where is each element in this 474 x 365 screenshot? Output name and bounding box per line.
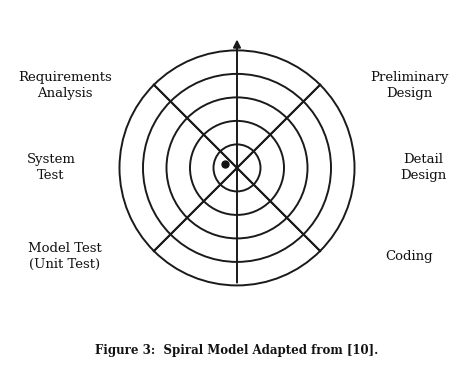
Text: Figure 3:  Spiral Model Adapted from [10].: Figure 3: Spiral Model Adapted from [10]… [95, 344, 379, 357]
Text: Coding: Coding [385, 250, 433, 262]
Text: Preliminary
Design: Preliminary Design [370, 71, 448, 100]
Text: System
Test: System Test [27, 153, 75, 182]
Text: Detail
Design: Detail Design [400, 153, 446, 182]
Text: Model Test
(Unit Test): Model Test (Unit Test) [28, 242, 101, 270]
Text: Requirements
Analysis: Requirements Analysis [18, 71, 111, 100]
Point [221, 161, 229, 167]
